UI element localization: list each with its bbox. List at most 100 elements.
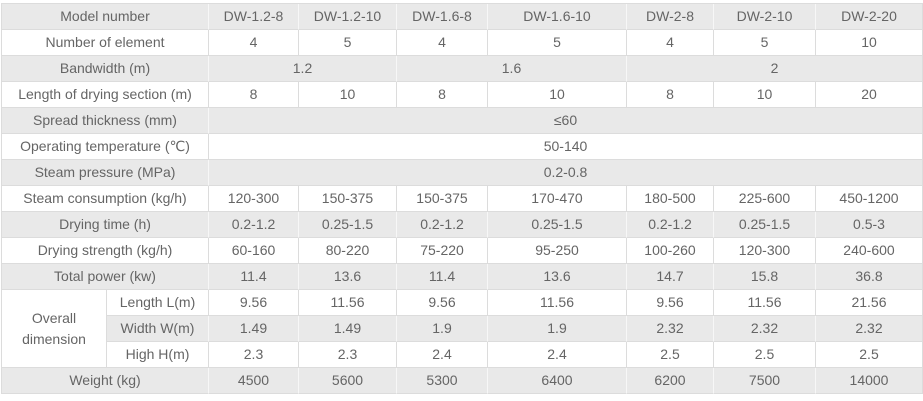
spec-value-cell: 120-300 (209, 186, 299, 212)
spec-value-cell: 5 (488, 30, 627, 56)
table-row-length-drying: Length of drying section (m) 8 10 8 10 8… (2, 82, 923, 108)
spec-value-cell: 450-1200 (816, 186, 923, 212)
spec-value-cell: 0.2-1.2 (627, 212, 714, 238)
spec-value-cell: 0.2-0.8 (209, 160, 923, 186)
spec-value-cell: 2.32 (714, 316, 816, 342)
spec-value-cell: 2 (627, 56, 923, 82)
table-row-weight: Weight (kg) 4500 5600 5300 6400 6200 750… (2, 368, 923, 394)
spec-value-cell: 1.49 (299, 316, 397, 342)
spec-value-cell: 180-500 (627, 186, 714, 212)
spec-value-cell: 11.56 (299, 290, 397, 316)
spec-value-cell: 36.8 (816, 264, 923, 290)
table-row-spread: Spread thickness (mm) ≤60 (2, 108, 923, 134)
table-row-temperature: Operating temperature (℃) 50-140 (2, 134, 923, 160)
spec-value-cell: DW-2-10 (714, 4, 816, 30)
row-label: Drying time (h) (2, 212, 209, 238)
spec-value-cell: 7500 (714, 368, 816, 394)
spec-value-cell: 8 (209, 82, 299, 108)
table-row-pressure: Steam pressure (MPa) 0.2-0.8 (2, 160, 923, 186)
spec-value-cell: 6400 (488, 368, 627, 394)
spec-value-cell: 95-250 (488, 238, 627, 264)
spec-value-cell: 1.49 (209, 316, 299, 342)
spec-value-cell: ≤60 (209, 108, 923, 134)
spec-value-cell: 75-220 (397, 238, 488, 264)
row-label: Spread thickness (mm) (2, 108, 209, 134)
spec-value-cell: 0.25-1.5 (714, 212, 816, 238)
spec-value-cell: 5 (714, 30, 816, 56)
spec-value-cell: 0.2-1.2 (397, 212, 488, 238)
row-label: Bandwidth (m) (2, 56, 209, 82)
spec-value-cell: 8 (627, 82, 714, 108)
spec-value-cell: 10 (488, 82, 627, 108)
spec-value-cell: 5600 (299, 368, 397, 394)
table-row-drying-strength: Drying strength (kg/h) 60-160 80-220 75-… (2, 238, 923, 264)
spec-value-cell: 0.25-1.5 (488, 212, 627, 238)
spec-value-cell: 0.2-1.2 (209, 212, 299, 238)
spec-value-cell: DW-1.6-10 (488, 4, 627, 30)
spec-value-cell: DW-1.6-8 (397, 4, 488, 30)
specification-table: Model number DW-1.2-8 DW-1.2-10 DW-1.6-8… (1, 3, 923, 394)
spec-value-cell: 9.56 (397, 290, 488, 316)
spec-value-cell: 1.6 (397, 56, 627, 82)
spec-value-cell: 100-260 (627, 238, 714, 264)
spec-value-cell: 10 (714, 82, 816, 108)
table-row-total-power: Total power (kw) 11.4 13.6 11.4 13.6 14.… (2, 264, 923, 290)
spec-value-cell: 2.5 (714, 342, 816, 368)
row-sublabel: High H(m) (107, 342, 209, 368)
row-label: Weight (kg) (2, 368, 209, 394)
spec-value-cell: 10 (816, 30, 923, 56)
row-label: Number of element (2, 30, 209, 56)
spec-value-cell: 225-600 (714, 186, 816, 212)
row-label: Length of drying section (m) (2, 82, 209, 108)
spec-value-cell: 170-470 (488, 186, 627, 212)
table-row-bandwidth: Bandwidth (m) 1.2 1.6 2 (2, 56, 923, 82)
spec-value-cell: 9.56 (209, 290, 299, 316)
spec-value-cell: DW-2-20 (816, 4, 923, 30)
spec-value-cell: 2.3 (299, 342, 397, 368)
spec-value-cell: 14000 (816, 368, 923, 394)
spec-value-cell: 11.4 (209, 264, 299, 290)
spec-value-cell: 8 (397, 82, 488, 108)
spec-value-cell: 1.9 (397, 316, 488, 342)
spec-value-cell: DW-1.2-8 (209, 4, 299, 30)
spec-value-cell: 2.32 (627, 316, 714, 342)
spec-value-cell: 150-375 (299, 186, 397, 212)
table-row-steam: Steam consumption (kg/h) 120-300 150-375… (2, 186, 923, 212)
spec-value-cell: 11.56 (714, 290, 816, 316)
spec-value-cell: 9.56 (627, 290, 714, 316)
spec-value-cell: 5300 (397, 368, 488, 394)
table-row-dimension-width: Width W(m) 1.49 1.49 1.9 1.9 2.32 2.32 2… (2, 316, 923, 342)
spec-value-cell: 50-140 (209, 134, 923, 160)
spec-value-cell: 14.7 (627, 264, 714, 290)
spec-value-cell: 240-600 (816, 238, 923, 264)
spec-value-cell: 6200 (627, 368, 714, 394)
spec-value-cell: 4 (209, 30, 299, 56)
spec-value-cell: 2.3 (209, 342, 299, 368)
spec-value-cell: 60-160 (209, 238, 299, 264)
spec-value-cell: 2.32 (816, 316, 923, 342)
spec-value-cell: 11.56 (488, 290, 627, 316)
spec-value-cell: 11.4 (397, 264, 488, 290)
spec-value-cell: 4 (627, 30, 714, 56)
spec-value-cell: 0.25-1.5 (299, 212, 397, 238)
spec-value-cell: 1.2 (209, 56, 397, 82)
spec-value-cell: 80-220 (299, 238, 397, 264)
spec-value-cell: 1.9 (488, 316, 627, 342)
row-label-overall-dimension: Overall dimension (2, 290, 107, 368)
row-sublabel: Length L(m) (107, 290, 209, 316)
spec-value-cell: DW-1.2-10 (299, 4, 397, 30)
spec-value-cell: 5 (299, 30, 397, 56)
table-row-dimension-high: High H(m) 2.3 2.3 2.4 2.4 2.5 2.5 2.5 (2, 342, 923, 368)
spec-value-cell: 10 (299, 82, 397, 108)
table-row-dimension-length: Overall dimension Length L(m) 9.56 11.56… (2, 290, 923, 368)
spec-value-cell: 20 (816, 82, 923, 108)
spec-value-cell: 150-375 (397, 186, 488, 212)
spec-value-cell: 13.6 (299, 264, 397, 290)
row-label: Model number (2, 4, 209, 30)
spec-value-cell: DW-2-8 (627, 4, 714, 30)
table-row-drying-time: Drying time (h) 0.2-1.2 0.25-1.5 0.2-1.2… (2, 212, 923, 238)
row-label: Total power (kw) (2, 264, 209, 290)
table-row-model: Model number DW-1.2-8 DW-1.2-10 DW-1.6-8… (2, 4, 923, 30)
spec-value-cell: 13.6 (488, 264, 627, 290)
spec-value-cell: 21.56 (816, 290, 923, 316)
